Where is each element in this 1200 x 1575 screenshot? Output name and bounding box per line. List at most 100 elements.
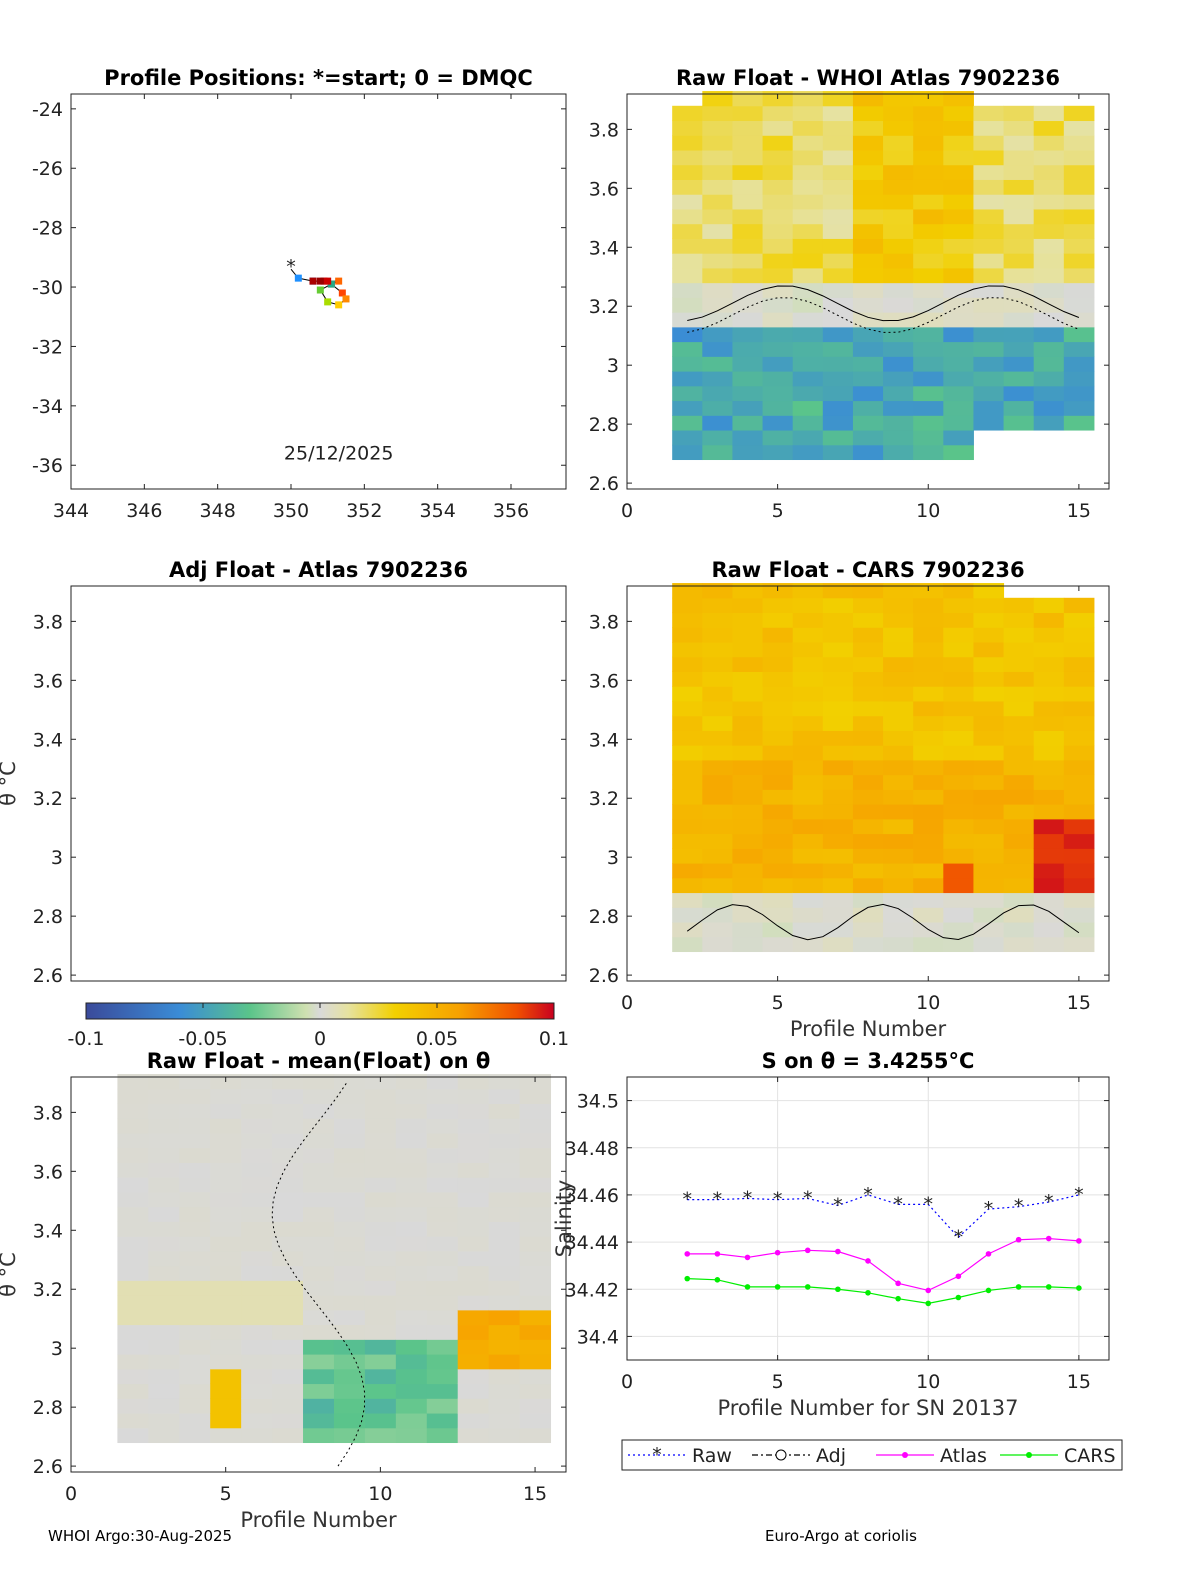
cars-cell	[852, 936, 884, 953]
salinity-ytick: 34.42	[565, 1279, 619, 1301]
cars-cell	[943, 759, 974, 776]
whoi-cell	[852, 341, 884, 357]
cars-cell	[973, 892, 1005, 908]
whoi-cell	[913, 150, 944, 166]
cars-cell	[973, 715, 1005, 731]
cars-cell	[762, 774, 794, 790]
whoi-cell	[732, 164, 764, 180]
whoi-cell	[792, 415, 824, 431]
whoi-cell	[852, 385, 884, 402]
mean-cell	[148, 1074, 180, 1090]
cars-cell	[702, 848, 733, 864]
cars-cell	[913, 597, 944, 614]
mean-cell	[272, 1206, 304, 1222]
cars-cell	[883, 877, 914, 894]
cars-cell	[672, 627, 703, 643]
whoi-cell	[973, 297, 1005, 313]
cars-cell	[913, 686, 944, 702]
whoi-cell	[883, 194, 914, 210]
mean-cell	[333, 1265, 366, 1281]
series-atlas-point	[1045, 1235, 1052, 1242]
whoi-cell	[672, 150, 703, 166]
cars-cell	[1003, 774, 1035, 790]
whoi-contour	[687, 297, 1080, 333]
whoi-cell	[973, 150, 1005, 166]
mean-cell	[241, 1309, 273, 1326]
mean-cell	[179, 1309, 211, 1326]
cars-cell	[973, 627, 1005, 643]
whoi-cell	[973, 415, 1005, 431]
cars-cell	[852, 922, 884, 938]
cars-ytick: 3.8	[589, 611, 619, 633]
positions-xtick: 354	[420, 500, 456, 522]
cars-cell	[1063, 877, 1095, 894]
whoi-cell	[883, 91, 914, 107]
mean-cell	[241, 1368, 273, 1385]
mean-cell	[519, 1236, 552, 1252]
cars-cell	[1063, 715, 1095, 731]
whoi-cell	[702, 444, 733, 461]
mean-cell	[519, 1413, 552, 1429]
cars-cell	[792, 597, 824, 614]
legend-atlas-marker	[902, 1452, 908, 1458]
mean-cell	[241, 1280, 273, 1296]
cars-cell	[1003, 715, 1035, 731]
whoi-cell	[943, 371, 974, 387]
mean-cell	[457, 1133, 490, 1149]
mean-cell	[148, 1177, 180, 1193]
whoi-cell	[913, 223, 944, 239]
whoi-cell	[973, 105, 1005, 122]
whoi-cell	[943, 267, 974, 284]
position-point	[327, 280, 335, 288]
cars-cell	[852, 715, 884, 731]
mean-cell	[488, 1339, 521, 1355]
mean-cell	[210, 1250, 242, 1267]
mean-cell	[179, 1383, 211, 1399]
series-cars-point	[804, 1284, 811, 1290]
salinity-xtick: 15	[1067, 1371, 1091, 1393]
whoi-ytick: 3.6	[589, 178, 619, 200]
positions-ytick: -26	[32, 158, 63, 180]
mean-cell	[395, 1413, 428, 1429]
mean-cell	[117, 1147, 149, 1163]
cars-cell	[913, 774, 944, 790]
mean-cell	[395, 1088, 428, 1105]
cars-cell	[672, 863, 703, 879]
cars-cell	[973, 877, 1005, 894]
cars-cell	[672, 936, 703, 953]
whoi-cell	[792, 297, 824, 313]
mean-cell	[426, 1324, 459, 1340]
mean-cell	[117, 1413, 149, 1429]
mean-cell	[519, 1324, 552, 1340]
cars-ytick: 3	[607, 847, 619, 869]
cars-cell	[762, 818, 794, 835]
cars-cell	[973, 922, 1005, 938]
whoi-cell	[822, 267, 854, 284]
mean-cell	[148, 1427, 180, 1444]
mean-cell	[519, 1191, 552, 1208]
cars-cell	[672, 612, 703, 628]
whoi-cell	[702, 91, 733, 107]
mean-cell	[457, 1206, 490, 1222]
whoi-cell	[822, 238, 854, 254]
whoi-cell	[702, 400, 733, 416]
cars-cell	[762, 715, 794, 731]
cars-cell	[672, 715, 703, 731]
whoi-cell	[822, 282, 854, 298]
whoi-cell	[883, 430, 914, 446]
cars-cell	[913, 700, 944, 717]
mean-cell	[519, 1309, 552, 1326]
whoi-cell	[973, 179, 1005, 195]
cars-cell	[822, 907, 854, 923]
cars-cell	[1063, 922, 1095, 938]
mean-cell	[117, 1103, 149, 1119]
series-atlas-point	[895, 1280, 901, 1287]
cars-cell	[973, 583, 1005, 599]
cars-cell	[913, 789, 944, 805]
cars-cell	[883, 789, 914, 805]
whoi-ytick: 2.6	[589, 473, 619, 495]
cars-cell	[973, 686, 1005, 702]
cars-cell	[822, 789, 854, 805]
mean-cell	[395, 1177, 428, 1193]
mean-cell	[241, 1324, 273, 1340]
